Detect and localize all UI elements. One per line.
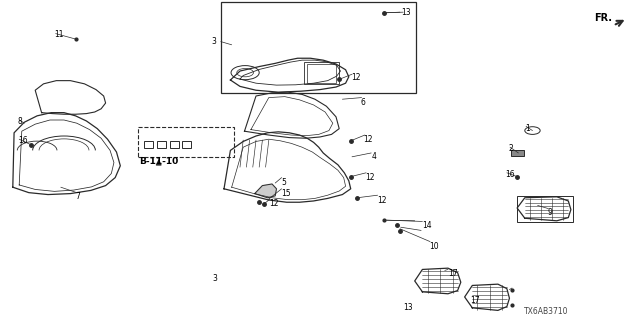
Text: 7: 7 [76, 192, 81, 201]
Text: 17: 17 [470, 296, 480, 305]
Text: 3: 3 [212, 274, 218, 283]
Polygon shape [255, 184, 276, 198]
Text: 10: 10 [429, 242, 438, 251]
Text: FR.: FR. [594, 13, 612, 23]
Text: 11: 11 [54, 30, 64, 39]
Text: 12: 12 [364, 135, 373, 144]
Bar [144, 141, 153, 148]
Text: TX6AB3710: TX6AB3710 [524, 307, 568, 316]
Bar [138, 127, 234, 157]
Text: 15: 15 [282, 189, 291, 198]
Text: 13: 13 [403, 303, 413, 312]
Bar [182, 141, 191, 148]
Text: 16: 16 [506, 170, 515, 179]
Text: 12: 12 [269, 199, 278, 208]
Text: 1: 1 [525, 124, 529, 132]
Text: 16: 16 [18, 136, 28, 145]
Text: 9: 9 [547, 208, 552, 217]
Text: 12: 12 [351, 73, 360, 82]
Bar [511, 150, 524, 156]
Text: 13: 13 [401, 8, 411, 17]
Text: 12: 12 [365, 173, 374, 182]
Text: 4: 4 [371, 152, 376, 161]
Text: 17: 17 [448, 269, 458, 278]
Text: 3: 3 [211, 37, 216, 46]
Text: 2: 2 [509, 144, 513, 153]
Bar [307, 64, 336, 83]
Text: 8: 8 [18, 117, 22, 126]
Text: 5: 5 [282, 178, 287, 187]
Text: 14: 14 [422, 221, 432, 230]
Bar [157, 141, 166, 148]
Text: 12: 12 [378, 196, 387, 204]
Bar [517, 196, 573, 222]
Bar [170, 141, 179, 148]
Bar [221, 2, 416, 93]
Text: B-11-10: B-11-10 [140, 157, 179, 166]
Bar [304, 62, 339, 84]
Text: 6: 6 [360, 98, 365, 107]
